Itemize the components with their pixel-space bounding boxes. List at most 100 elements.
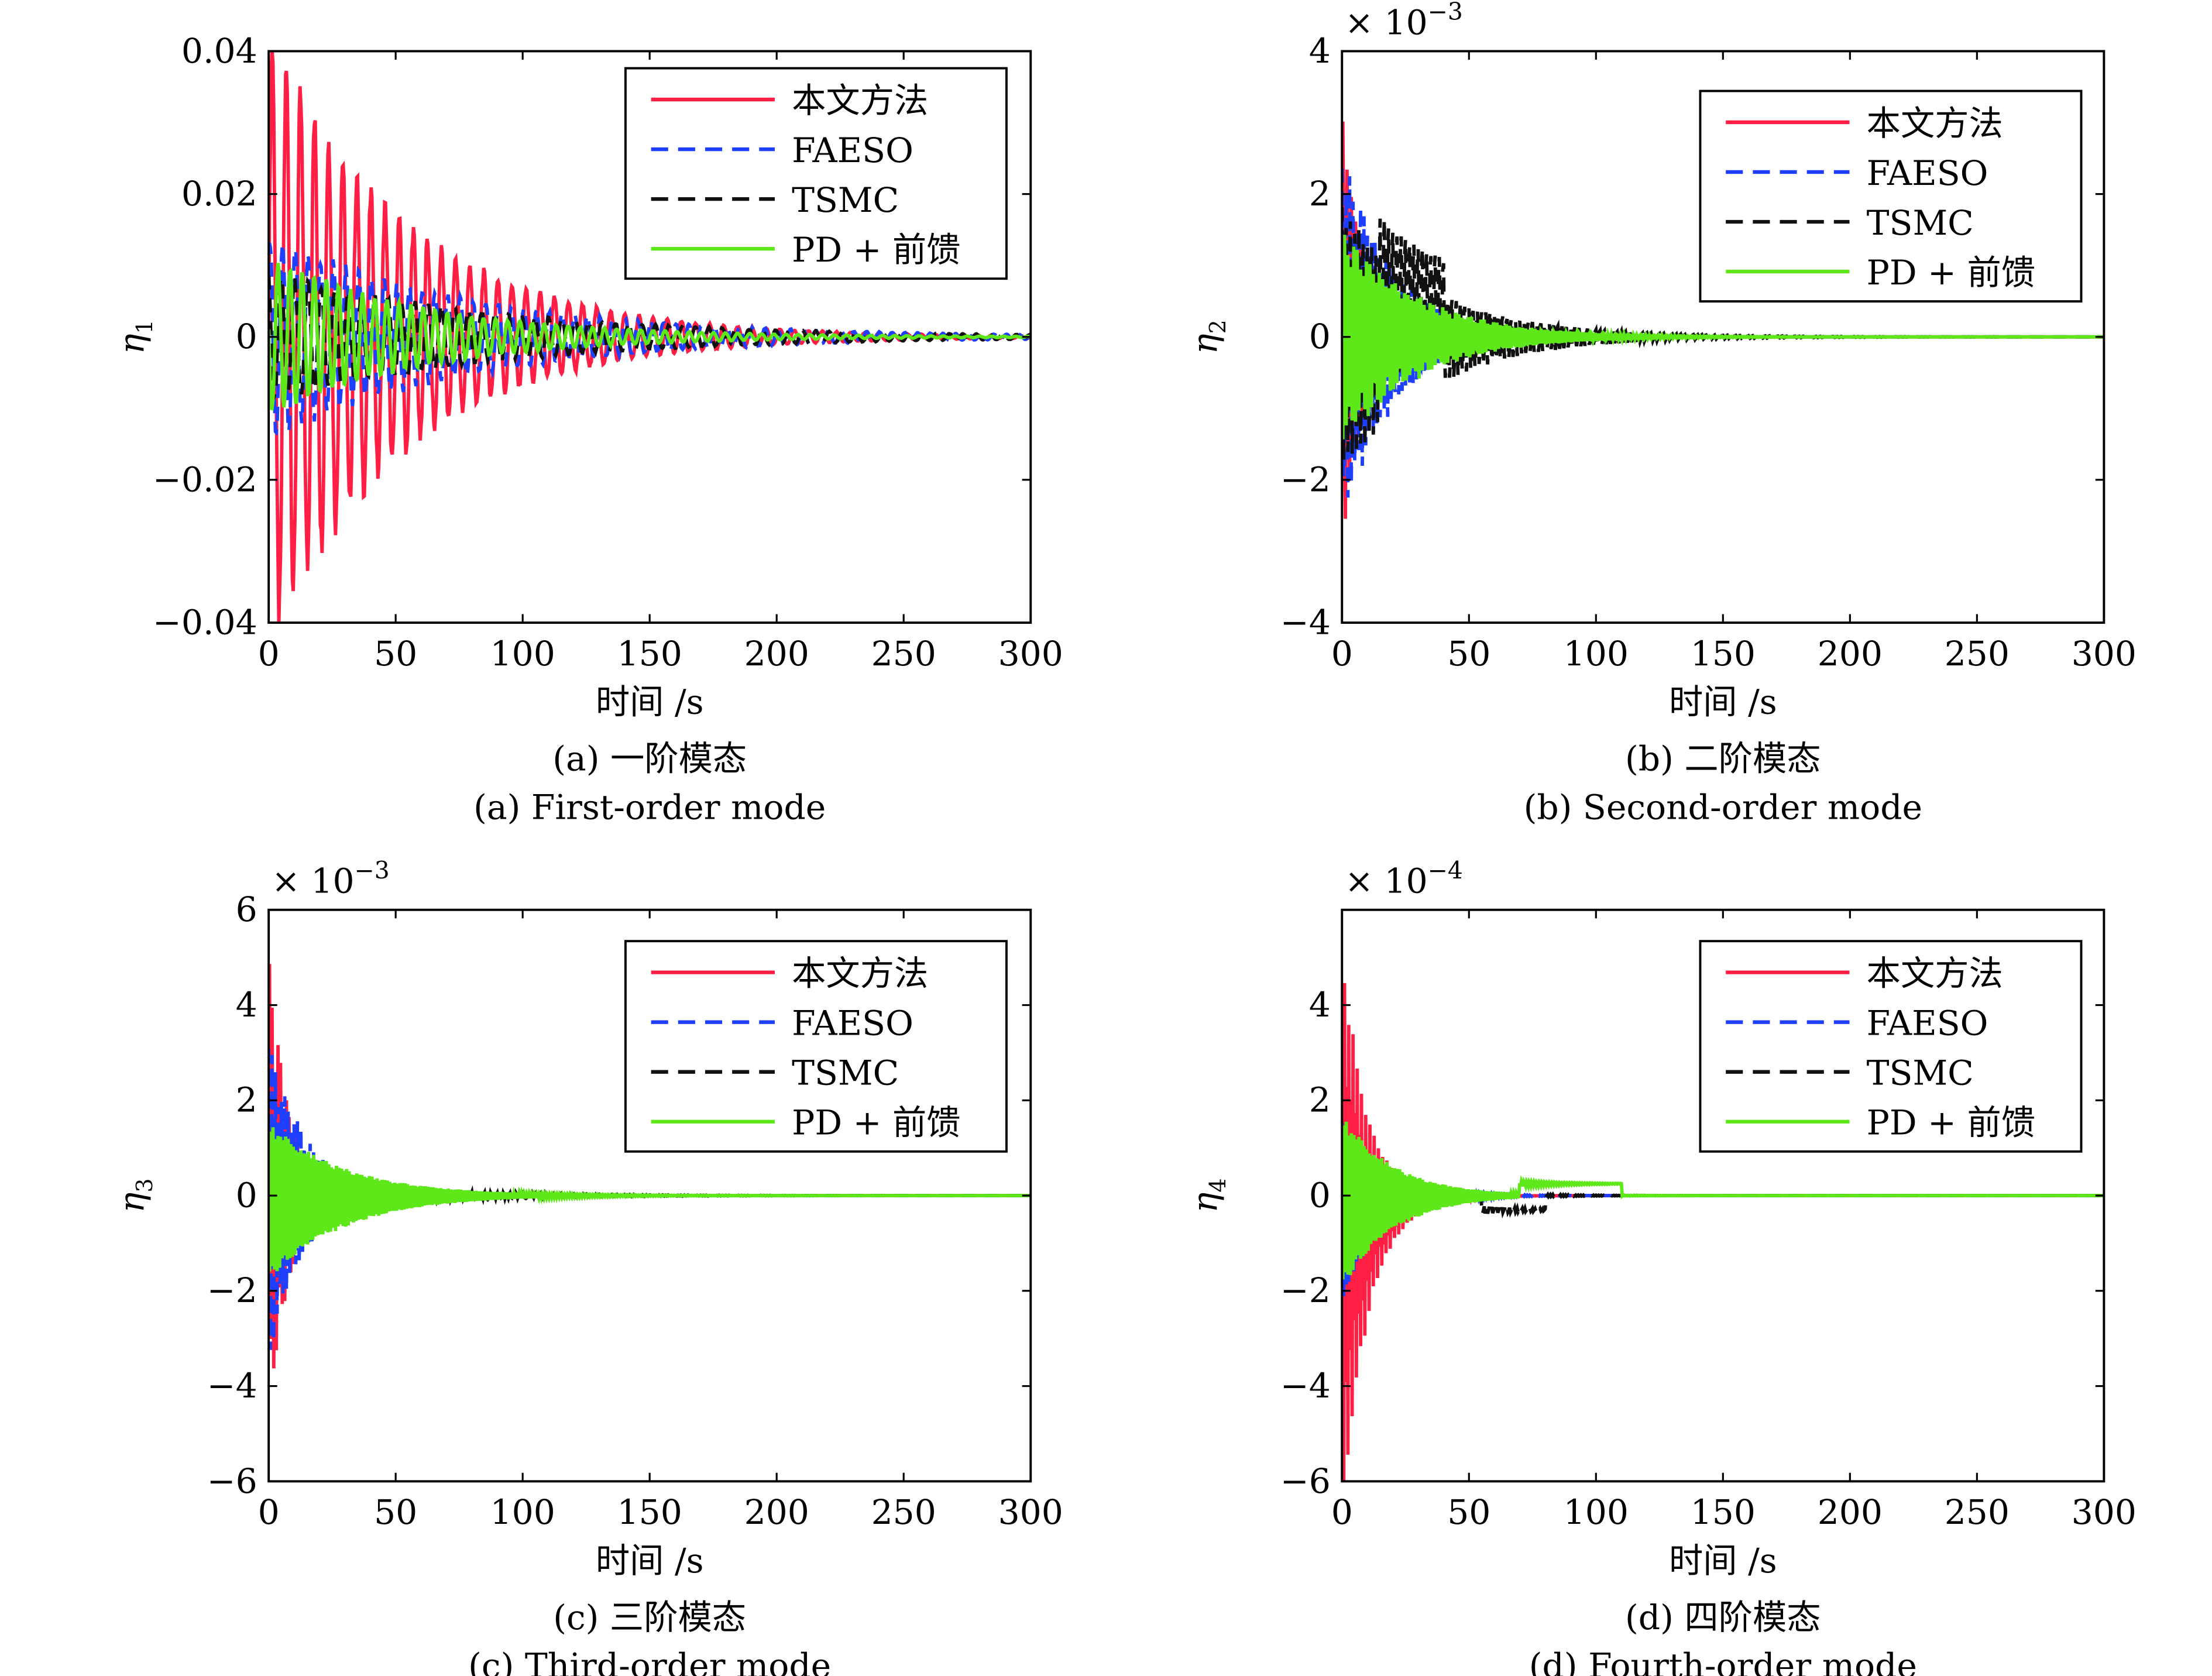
y-tick-label-c: 4 xyxy=(236,985,257,1025)
x-tick-label-a: 50 xyxy=(374,634,417,674)
legend-a: 本文方法 FAESO TSMC PD + 前馈 xyxy=(624,67,1008,280)
x-tick-label-d: 50 xyxy=(1447,1492,1490,1532)
x-tick-label-a: 250 xyxy=(871,634,936,674)
x-tick-label-d: 100 xyxy=(1564,1492,1629,1532)
x-tick-label-b: 50 xyxy=(1447,634,1490,674)
x-tick-label-a: 100 xyxy=(490,634,555,674)
y-tick-label-c: 6 xyxy=(236,889,257,929)
series-group-a xyxy=(269,51,1031,623)
x-axis-label-d: 时间 /s xyxy=(1669,1541,1777,1581)
series-line-c-3 xyxy=(269,1127,1031,1272)
y-tick-label-d: −4 xyxy=(1280,1366,1331,1406)
y-tick-label-c: 0 xyxy=(236,1175,257,1215)
x-axis-label-c: 时间 /s xyxy=(596,1541,704,1581)
legend-box-d xyxy=(1699,940,2083,1153)
y-tick-label-d: −2 xyxy=(1280,1270,1331,1310)
series-line-d-2 xyxy=(1342,1150,2104,1265)
x-tick-label-c: 50 xyxy=(374,1492,417,1532)
legend-label-a-1: FAESO xyxy=(792,130,913,170)
x-tick-label-d: 150 xyxy=(1691,1492,1756,1532)
y-tick-label-c: −4 xyxy=(207,1366,257,1406)
legend-label-b-2: TSMC xyxy=(1867,203,1974,243)
x-tick-label-c: 250 xyxy=(871,1492,936,1532)
caption-en-c: (c) Third-order mode xyxy=(468,1646,831,1676)
x-tick-label-b: 0 xyxy=(1331,634,1353,674)
y-tick-label-b: −2 xyxy=(1280,459,1331,499)
x-tick-label-a: 200 xyxy=(744,634,809,674)
y-tick-label-a: −0.04 xyxy=(153,602,257,642)
caption-en-b: (b) Second-order mode xyxy=(1524,787,1922,827)
caption-cn-c: (c) 三阶模态 xyxy=(553,1598,746,1637)
y-axis-label-a: η1 xyxy=(112,320,157,354)
legend-label-c-3: PD + 前馈 xyxy=(792,1103,960,1143)
series-group-c xyxy=(269,964,1031,1369)
legend-label-a-2: TSMC xyxy=(792,180,899,220)
legend-label-c-0: 本文方法 xyxy=(792,954,928,994)
y-tick-label-a: −0.02 xyxy=(153,459,257,499)
legend-label-b-0: 本文方法 xyxy=(1867,104,2003,143)
chart-panel-a: 0 50 100 150 200 250 300 −0.04 −0.02 0 0.02 0.04 η1 时… xyxy=(112,31,1063,827)
caption-cn-a: (a) 一阶模态 xyxy=(552,739,747,779)
legend-label-c-2: TSMC xyxy=(792,1053,899,1093)
x-tick-label-d: 200 xyxy=(1818,1492,1883,1532)
series-line-a-3 xyxy=(269,263,1031,411)
x-tick-label-d: 250 xyxy=(1945,1492,2010,1532)
x-tick-label-a: 300 xyxy=(998,634,1063,674)
x-tick-label-b: 100 xyxy=(1564,634,1629,674)
x-tick-label-c: 200 xyxy=(744,1492,809,1532)
legend-box-c xyxy=(624,940,1008,1153)
chart-panel-d: 0 50 100 150 200 250 300 −6 −4 −2 0 2 4 × 10−4 η4 时间 /s… xyxy=(1185,856,2137,1676)
caption-cn-d: (d) 四阶模态 xyxy=(1625,1598,1821,1637)
y-tick-label-c: −6 xyxy=(207,1461,257,1501)
y-tick-label-b: 4 xyxy=(1309,31,1331,71)
legend-label-d-2: TSMC xyxy=(1867,1053,1974,1093)
legend-d: 本文方法 FAESO TSMC PD + 前馈 xyxy=(1699,940,2083,1153)
x-axis-label-a: 时间 /s xyxy=(596,682,704,722)
legend-label-d-3: PD + 前馈 xyxy=(1867,1103,2035,1143)
series-line-a-2 xyxy=(269,273,1031,400)
x-tick-label-c: 100 xyxy=(490,1492,555,1532)
x-tick-label-c: 0 xyxy=(258,1492,280,1532)
chart-panel-b: 0 50 100 150 200 250 300 −4 −2 0 2 4 × 10−3 η2 时间 /s (b… xyxy=(1185,0,2137,827)
x-tick-label-a: 0 xyxy=(258,634,280,674)
x-tick-label-b: 250 xyxy=(1945,634,2010,674)
legend-b: 本文方法 FAESO TSMC PD + 前馈 xyxy=(1699,90,2083,303)
legend-label-a-3: PD + 前馈 xyxy=(792,230,960,270)
y-tick-label-d: 2 xyxy=(1309,1080,1331,1120)
caption-cn-b: (b) 二阶模态 xyxy=(1625,739,1821,779)
y-tick-label-c: 2 xyxy=(236,1080,257,1120)
y-tick-label-a: 0 xyxy=(236,317,257,356)
y-tick-label-b: 2 xyxy=(1309,174,1331,214)
series-group-b xyxy=(1342,121,2104,519)
series-group-d xyxy=(1342,983,2104,1482)
y-tick-label-d: −6 xyxy=(1280,1461,1331,1501)
series-line-d-3 xyxy=(1342,1121,2104,1280)
chart-panel-c: 0 50 100 150 200 250 300 −6 −4 −2 0 2 4 6 × 10−3 η3 时间 /… xyxy=(112,856,1063,1676)
caption-en-a: (a) First-order mode xyxy=(473,787,826,827)
legend-label-a-0: 本文方法 xyxy=(792,81,928,121)
legend-box-b xyxy=(1699,90,2083,303)
series-line-b-3 xyxy=(1342,235,2104,439)
x-tick-label-c: 300 xyxy=(998,1492,1063,1532)
x-tick-label-d: 0 xyxy=(1331,1492,1353,1532)
x-tick-label-b: 200 xyxy=(1818,634,1883,674)
y-tick-label-a: 0.02 xyxy=(181,174,257,214)
legend-label-b-3: PD + 前馈 xyxy=(1867,253,2035,293)
legend-box-a xyxy=(624,67,1008,280)
y-axis-label-b: η2 xyxy=(1185,320,1231,354)
y-tick-label-d: 4 xyxy=(1309,985,1331,1025)
x-tick-label-a: 150 xyxy=(617,634,682,674)
caption-en-d: (d) Fourth-order mode xyxy=(1529,1646,1917,1676)
y-tick-label-d: 0 xyxy=(1309,1175,1331,1215)
x-tick-label-b: 150 xyxy=(1691,634,1756,674)
legend-label-d-0: 本文方法 xyxy=(1867,954,2003,994)
legend-label-d-1: FAESO xyxy=(1867,1004,1988,1043)
x-tick-label-d: 300 xyxy=(2072,1492,2137,1532)
y-tick-label-b: −4 xyxy=(1280,602,1331,642)
legend-c: 本文方法 FAESO TSMC PD + 前馈 xyxy=(624,940,1008,1153)
legend-label-b-1: FAESO xyxy=(1867,153,1988,193)
series-line-a-1 xyxy=(269,242,1031,437)
x-tick-label-b: 300 xyxy=(2072,634,2137,674)
y-tick-label-b: 0 xyxy=(1309,317,1331,356)
